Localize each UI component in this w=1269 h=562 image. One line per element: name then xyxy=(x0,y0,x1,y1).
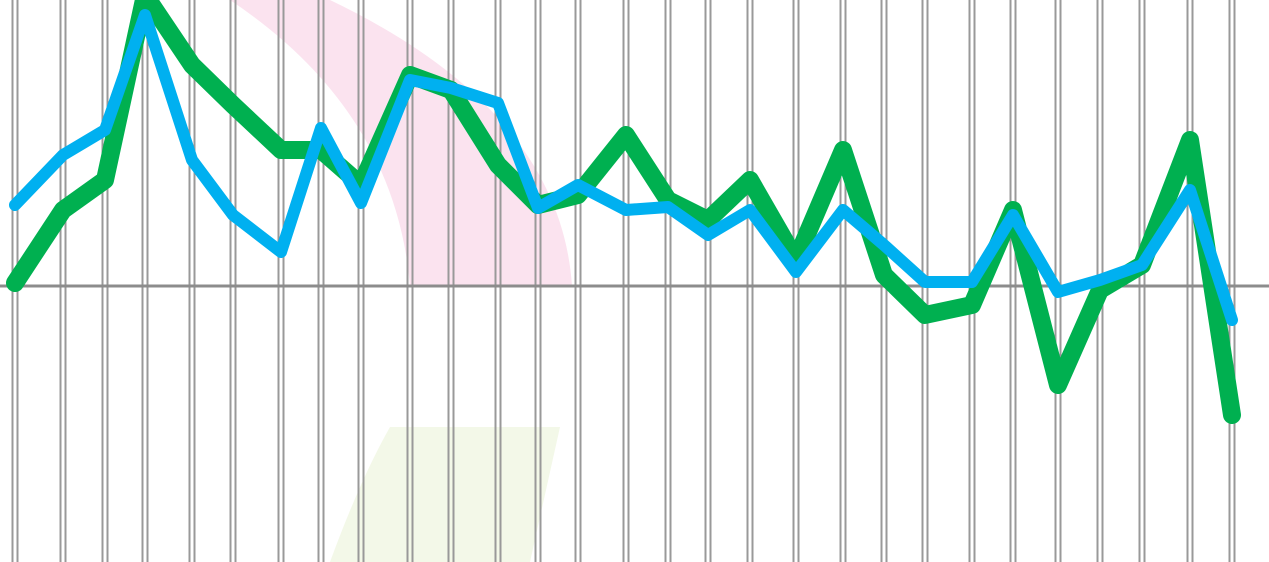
grid-line xyxy=(229,0,237,562)
grid-line xyxy=(1009,0,1017,562)
background-shape xyxy=(330,427,560,562)
grid-line xyxy=(622,0,630,562)
grid-line xyxy=(1228,0,1236,562)
grid-line xyxy=(1138,0,1146,562)
grid-line xyxy=(101,0,109,562)
plot-area xyxy=(6,0,1241,424)
grid-line xyxy=(792,0,800,562)
grid-line xyxy=(59,0,67,562)
background-shape xyxy=(230,0,572,286)
grid-line xyxy=(1186,0,1194,562)
grid-line xyxy=(839,0,847,562)
grid-line xyxy=(746,0,754,562)
grid-line xyxy=(277,0,285,562)
grid-line xyxy=(574,0,582,562)
grid-line xyxy=(664,0,672,562)
grid-line xyxy=(534,0,542,562)
grid-line xyxy=(704,0,712,562)
grid-line xyxy=(188,0,196,562)
grid-line xyxy=(317,0,325,562)
grid-line xyxy=(494,0,502,562)
grid-line xyxy=(357,0,365,562)
series-line xyxy=(9,9,1238,326)
series-line xyxy=(6,0,1241,424)
grid-line xyxy=(141,0,149,562)
